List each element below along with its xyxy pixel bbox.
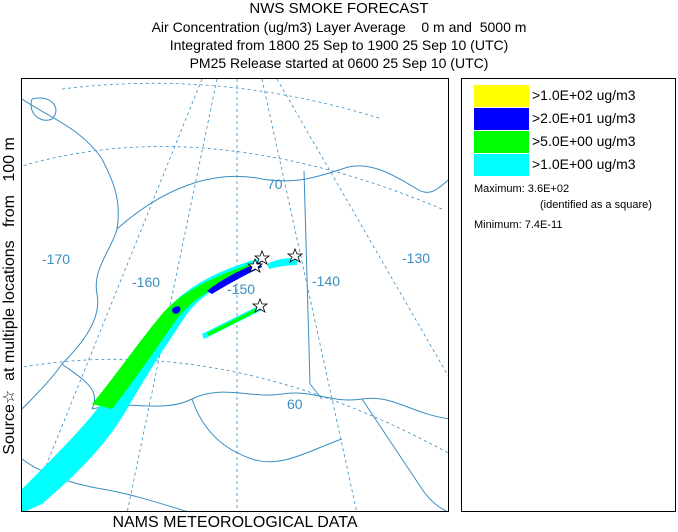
legend-swatch-green: [474, 131, 529, 153]
lon-line-160: [127, 79, 218, 511]
lon-label-170: -170: [42, 251, 70, 267]
meteorological-data-label: NAMS METEOROLOGICAL DATA: [112, 514, 358, 531]
plume-level-1: [22, 259, 262, 511]
coast-gulf: [191, 398, 343, 463]
lon-line-170: [27, 79, 203, 511]
subtitle-release-start: PM25 Release started at 0600 25 Sep 10 (…: [189, 55, 489, 71]
plume-east: [267, 258, 297, 269]
legend-label: >5.0E+00 ug/m3: [532, 133, 636, 149]
latitude-lines: [22, 82, 448, 454]
coast-island: [30, 97, 57, 121]
legend-swatch-yellow: [474, 85, 529, 107]
lon-label-150: -150: [227, 281, 255, 297]
lat-line-60: [22, 358, 448, 454]
us-canada-border: [303, 170, 323, 400]
lat-label-60: 60: [287, 396, 303, 412]
lon-line-130: [276, 79, 448, 377]
forecast-title: NWS SMOKE FORECAST: [249, 0, 429, 17]
lat-line-75: [61, 82, 383, 120]
longitude-lines: [27, 79, 448, 511]
plume-level-3-spot: [172, 306, 181, 314]
legend-swatch-cyan: [474, 154, 529, 176]
source-side-label: Source☆ at multiple locations from 100 m: [0, 78, 18, 514]
legend-label: >1.0E+02 ug/m3: [532, 87, 636, 103]
coast-west: [22, 98, 119, 410]
coast-south: [91, 391, 448, 420]
subtitle-concentration: Air Concentration (ug/m3) Layer Average …: [151, 19, 527, 35]
lon-label-160: -160: [132, 274, 160, 290]
legend-maximum: Maximum: 3.6E+02: [474, 183, 570, 195]
source-side-label-text: Source☆ at multiple locations from 100 m: [1, 137, 18, 455]
plume-level-2: [92, 263, 258, 409]
legend-maximum-note: (identified as a square): [540, 199, 652, 211]
coast-panhandle: [361, 398, 448, 511]
coast-north: [116, 165, 448, 230]
legend-label: >2.0E+01 ug/m3: [532, 110, 636, 126]
source-star-icon: [286, 247, 304, 263]
smoke-plume-main: [22, 258, 297, 511]
legend-swatch-blue: [474, 108, 529, 130]
plume-secondary-core: [207, 306, 261, 336]
map-panel[interactable]: -170 -160 -150 -140 -130 70 60: [21, 78, 449, 512]
lon-label-140: -140: [312, 273, 340, 289]
legend-minimum: Minimum: 7.4E-11: [474, 219, 563, 231]
lat-label-70: 70: [267, 176, 283, 192]
source-star-icon: [253, 249, 271, 265]
lat-line-70: [22, 146, 443, 210]
source-star-icon: [246, 257, 264, 273]
subtitle-integration-period: Integrated from 1800 25 Sep to 1900 25 S…: [169, 37, 509, 53]
smoke-map[interactable]: -170 -160 -150 -140 -130 70 60: [22, 79, 449, 512]
legend-panel: >1.0E+02 ug/m3 >2.0E+01 ug/m3 >5.0E+00 u…: [461, 78, 676, 512]
source-star-icon: [251, 297, 269, 313]
lon-line-140: [261, 79, 357, 511]
source-markers: [246, 247, 304, 313]
legend-label: >1.0E+00 ug/m3: [532, 156, 636, 172]
lon-label-130: -130: [402, 250, 430, 266]
plume-level-3: [207, 262, 262, 294]
